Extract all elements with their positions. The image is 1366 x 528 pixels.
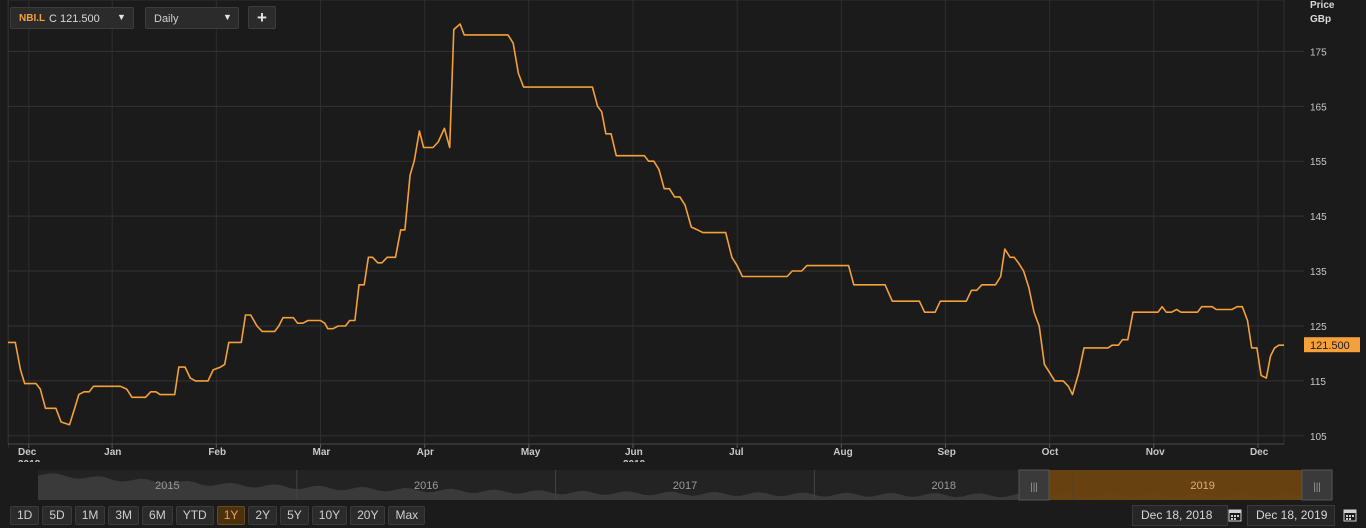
handle-grip-icon: |||: [1313, 482, 1321, 493]
symbol-label: NBI.L: [19, 13, 46, 24]
y-axis: 105 115 125 135 145 155 165 175: [1310, 47, 1327, 442]
price-series-line: [8, 23, 1284, 426]
navigator-overview[interactable]: 2015 2016 2017 2018 2019 ||| |||: [0, 462, 1366, 502]
range-button-10y[interactable]: 10Y: [311, 506, 348, 525]
navigator-year-label: 2016: [414, 480, 438, 492]
range-button-5d[interactable]: 5D: [42, 506, 72, 525]
range-buttons: 1D 5D 1M 3M 6M YTD 1Y 2Y 5Y 10Y 20Y Max: [10, 506, 428, 525]
range-button-max[interactable]: Max: [388, 506, 426, 525]
navigator-selected-range[interactable]: [1049, 470, 1302, 500]
x-tick-label: Jan: [104, 447, 121, 458]
x-tick-label: Jun: [625, 447, 643, 458]
navigator-year-label: 2019: [1190, 480, 1214, 492]
range-button-ytd[interactable]: YTD: [175, 506, 214, 525]
x-tick-label: Oct: [1042, 447, 1059, 458]
range-button-1y[interactable]: 1Y: [216, 506, 246, 525]
chevron-down-icon[interactable]: ▼: [223, 12, 232, 22]
start-date-field[interactable]: Dec 18, 2018: [1132, 505, 1228, 526]
navigator-year-label: 2015: [155, 480, 179, 492]
navigator-left-handle[interactable]: |||: [1018, 469, 1050, 501]
x-tick-label: Dec: [1250, 447, 1269, 458]
x-tick-label: Feb: [208, 447, 226, 458]
navigator-year-label: 2017: [673, 480, 697, 492]
navigator-history-area: [38, 473, 1332, 500]
x-tick-label: Dec: [18, 447, 37, 458]
close-value: C 121.500: [49, 13, 100, 25]
interval-selector[interactable]: Daily ▼: [145, 7, 239, 29]
range-button-2y[interactable]: 2Y: [248, 506, 278, 525]
y-tick-label: 115: [1310, 377, 1326, 388]
y-axis-unit: GBp: [1310, 14, 1331, 25]
navigator-years: 2015 2016 2017 2018 2019: [155, 470, 1215, 500]
plot-area: [7, 0, 1285, 445]
x-tick-year-label: 2018: [18, 459, 41, 462]
range-button-1m[interactable]: 1M: [74, 506, 106, 525]
last-price-value: 121.500: [1310, 340, 1350, 352]
y-tick-label: 105: [1310, 432, 1327, 443]
handle-grip-icon: |||: [1030, 482, 1038, 493]
x-tick-label: Aug: [833, 447, 852, 458]
symbol-selector[interactable]: NBI.L C 121.500 ▼: [10, 7, 134, 29]
last-price-label: 121.500: [1304, 337, 1360, 353]
range-button-6m[interactable]: 6M: [142, 506, 173, 525]
interval-label: Daily: [154, 13, 179, 25]
add-series-button[interactable]: +: [248, 6, 276, 29]
chevron-down-icon[interactable]: ▼: [117, 12, 126, 22]
end-date-field[interactable]: Dec 18, 2019: [1247, 505, 1335, 526]
navigator-year-label: 2018: [932, 480, 956, 492]
y-tick-label: 145: [1310, 212, 1327, 223]
range-button-3m[interactable]: 3M: [108, 506, 140, 525]
y-axis-title: Price: [1310, 0, 1335, 11]
x-tick-label: Sep: [937, 447, 955, 458]
x-tick-year-label: 2019: [623, 459, 646, 462]
range-button-1d[interactable]: 1D: [10, 506, 40, 525]
range-button-5y[interactable]: 5Y: [280, 506, 309, 525]
y-tick-label: 135: [1310, 267, 1327, 278]
y-tick-label: 125: [1310, 322, 1327, 333]
chart-grid: [7, 0, 1304, 445]
navigator-right-handle[interactable]: |||: [1301, 469, 1333, 501]
x-tick-label: Nov: [1146, 447, 1165, 458]
range-button-20y[interactable]: 20Y: [350, 506, 386, 525]
x-tick-label: Mar: [312, 447, 330, 458]
x-axis: Dec2018JanFebMarAprMayJun2019JulAugSepOc…: [8, 443, 1284, 462]
price-chart[interactable]: Dec2018JanFebMarAprMayJun2019JulAugSepOc…: [0, 0, 1366, 462]
y-tick-label: 175: [1310, 47, 1327, 58]
y-tick-label: 155: [1310, 157, 1327, 168]
calendar-icon[interactable]: [1343, 508, 1357, 522]
x-tick-label: Apr: [417, 447, 434, 458]
y-tick-label: 165: [1310, 102, 1327, 113]
x-tick-label: Jul: [729, 447, 744, 458]
x-tick-label: May: [521, 447, 541, 458]
calendar-icon[interactable]: [1228, 508, 1242, 522]
